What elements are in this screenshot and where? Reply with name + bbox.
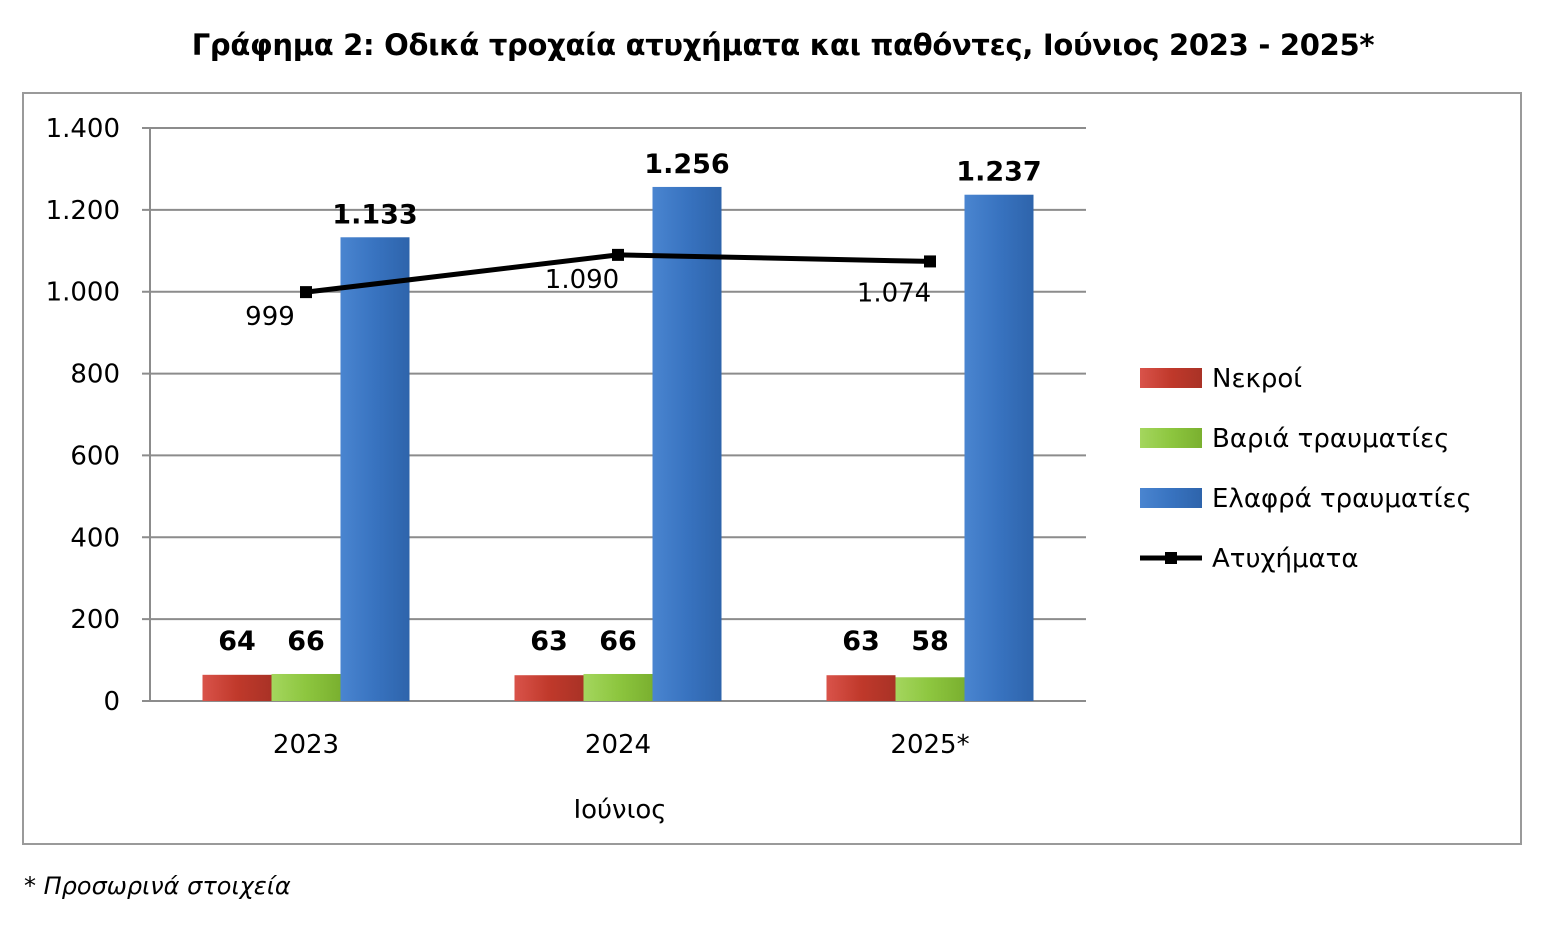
y-tick-label: 200 [70,605,120,635]
bar-data-label: 66 [287,626,325,657]
bars-layer [202,186,1034,702]
bar-data-label: 63 [530,626,568,657]
legend-swatch [1140,488,1202,508]
bar-data-label: 58 [911,626,949,657]
legend-entry-label: Ατυχήματα [1212,544,1358,574]
line-data-label: 999 [245,302,295,332]
bar-data-label: 1.237 [956,157,1041,188]
bar [826,675,896,701]
y-tick-label: 600 [70,441,120,471]
bar [271,673,341,701]
x-tick-label: 2023 [273,730,339,760]
bar-data-label: 1.133 [332,199,417,230]
legend-layer: Νεκροί Βαριά τραυματίες Ελαφρά τραυματίες Α… [1140,364,1472,574]
legend-entry-label: Νεκροί [1212,364,1302,394]
x-tick-label: 2024 [585,730,651,760]
legend-swatch [1140,428,1202,448]
line-point [612,248,624,261]
chart-frame [22,92,1522,845]
bar-data-label: 1.256 [644,149,729,180]
labels-layer: 64 63 63 66 66 58 1.133 1.256 1.237 999 1.090 1.074 [218,149,1041,657]
bar [340,237,410,701]
x-tick-label: 2025* [890,730,969,760]
y-tick-label: 1.400 [46,114,120,144]
line-point [300,286,312,299]
bar [514,675,584,701]
legend-swatch [1140,368,1202,388]
y-tick-label: 1.200 [46,196,120,226]
legend-entry-label: Βαριά τραυματίες [1212,424,1449,454]
line-data-label: 1.090 [545,265,619,295]
bar [964,194,1034,702]
line-data-label: 1.074 [857,278,931,308]
chart-title: Γράφημα 2: Οδικά τροχαία ατυχήματα και π… [191,28,1375,62]
y-tick-label: 1.000 [46,278,120,308]
bar-data-label: 66 [599,626,637,657]
y-tick-label: 800 [70,360,120,390]
bar-data-label: 64 [218,626,256,657]
x-axis-title: Ιούνιος [573,795,666,825]
bar [583,673,653,701]
bar [652,186,722,702]
line-point [924,255,936,268]
line-layer [300,248,936,299]
y-tick-label: 400 [70,523,120,553]
y-tick-label: 0 [103,687,120,717]
legend-marker [1165,552,1177,564]
bar [895,677,965,701]
grid-layer: 0 200 400 600 800 1.000 1.200 1.400 2023 2024 2025… [46,114,1086,760]
footnote: * Προσωρινά στοιχεία [24,872,291,900]
legend-entry-label: Ελαφρά τραυματίες [1212,484,1472,514]
bar [202,674,272,701]
bar-data-label: 63 [842,626,880,657]
